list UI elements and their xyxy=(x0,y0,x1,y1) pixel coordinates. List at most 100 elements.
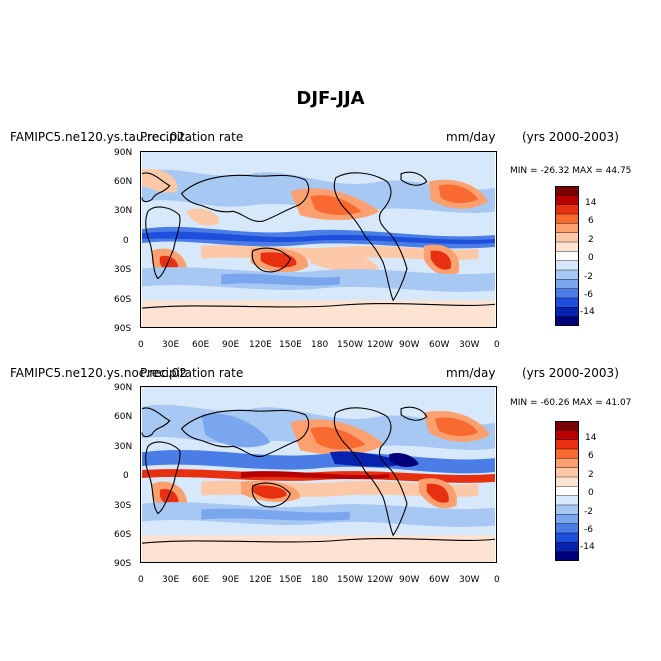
colorbar-swatch xyxy=(555,241,579,252)
lon-label: 120W xyxy=(367,575,394,585)
lon-label: 0 xyxy=(494,340,500,350)
lon-label: 60E xyxy=(192,340,210,350)
colorbar-label: 6 xyxy=(588,216,594,226)
colorbar-swatch xyxy=(555,458,579,469)
colorbar-swatch xyxy=(555,279,579,290)
colorbar-swatch xyxy=(555,486,579,497)
colorbar-swatch xyxy=(555,204,579,215)
colorbar-label: -6 xyxy=(584,525,593,535)
colorbar-swatch xyxy=(555,213,579,224)
lon-label: 30E xyxy=(162,340,180,350)
colorbar-label: -6 xyxy=(584,290,593,300)
colorbar-label: 6 xyxy=(588,451,594,461)
colorbar-label: -2 xyxy=(584,507,593,517)
lon-label: 120W xyxy=(367,340,394,350)
lat-label: 90S xyxy=(114,324,132,334)
lon-label: 90W xyxy=(399,340,420,350)
lon-label: 30W xyxy=(459,340,480,350)
colorbar-swatch xyxy=(555,430,579,441)
colorbar-label: 14 xyxy=(585,433,597,443)
lat-label: 30S xyxy=(114,265,132,275)
colorbar-swatches xyxy=(555,421,579,561)
colorbar-swatch xyxy=(555,297,579,308)
colorbar-swatch xyxy=(555,448,579,459)
colorbar xyxy=(555,421,579,561)
colorbar-swatch xyxy=(555,523,579,534)
units-label: mm/day xyxy=(446,366,496,380)
colorbar-swatch xyxy=(555,232,579,243)
lon-label: 90E xyxy=(222,340,240,350)
lon-label: 150E xyxy=(279,575,302,585)
colorbar-label: 14 xyxy=(585,198,597,208)
lon-label: 120E xyxy=(249,340,272,350)
plot-title: DJF-JJA xyxy=(296,88,365,109)
precip-difference-map xyxy=(140,386,497,563)
lat-label: 90N xyxy=(114,383,133,393)
lat-label: 90N xyxy=(114,148,133,158)
lon-label: 120E xyxy=(249,575,272,585)
lat-label: 90S xyxy=(114,559,132,569)
lon-label: 60E xyxy=(192,575,210,585)
colorbar-label: -14 xyxy=(580,542,595,552)
colorbar-swatch xyxy=(555,476,579,487)
lat-label: 60N xyxy=(114,177,133,187)
colorbar-swatch xyxy=(555,186,579,196)
colorbar-swatch xyxy=(555,514,579,525)
colorbar-swatch xyxy=(555,288,579,299)
colorbar-swatch xyxy=(555,307,579,318)
lon-label: 30W xyxy=(459,575,480,585)
colorbar xyxy=(555,186,579,326)
lat-label: 60S xyxy=(114,295,132,305)
colorbar-swatch xyxy=(555,316,579,326)
colorbar-swatch xyxy=(555,269,579,280)
colorbar-swatch xyxy=(555,532,579,543)
colorbar-swatch xyxy=(555,551,579,561)
colorbar-label: 2 xyxy=(588,235,594,245)
colorbar-swatches xyxy=(555,186,579,326)
colorbar-swatch xyxy=(555,504,579,515)
lon-label: 150W xyxy=(337,575,364,585)
min-max-label: MIN = -60.26 MAX = 41.07 xyxy=(510,398,632,408)
lon-label: 150W xyxy=(337,340,364,350)
lon-label: 150E xyxy=(279,340,302,350)
colorbar-swatch xyxy=(555,467,579,478)
colorbar-label: 0 xyxy=(588,253,594,263)
lat-label: 30N xyxy=(114,206,133,216)
colorbar-label: -14 xyxy=(580,307,595,317)
lon-label: 180 xyxy=(311,340,329,350)
lon-label: 0 xyxy=(138,340,144,350)
case-name-label: FAMIPC5.ne120.ys.noc.rec.02 xyxy=(10,366,187,380)
lat-label: 60S xyxy=(114,530,132,540)
lat-label: 60N xyxy=(114,412,133,422)
lon-label: 0 xyxy=(138,575,144,585)
lon-label: 60W xyxy=(429,340,450,350)
lon-label: 90W xyxy=(399,575,420,585)
units-label: mm/day xyxy=(446,130,496,144)
colorbar-label: 0 xyxy=(588,488,594,498)
years-label: (yrs 2000-2003) xyxy=(522,366,619,380)
variable-label: Precipitation rate xyxy=(140,130,244,144)
lat-label: 0 xyxy=(123,236,129,246)
colorbar-swatch xyxy=(555,251,579,262)
lat-label: 0 xyxy=(123,471,129,481)
lon-label: 180 xyxy=(311,575,329,585)
case-name-label: FAMIPC5.ne120.ys.tau.rec.02 xyxy=(10,130,186,144)
colorbar-swatch xyxy=(555,195,579,206)
colorbar-swatch xyxy=(555,260,579,271)
years-label: (yrs 2000-2003) xyxy=(522,130,619,144)
lon-label: 0 xyxy=(494,575,500,585)
lon-label: 30E xyxy=(162,575,180,585)
colorbar-swatch xyxy=(555,495,579,506)
colorbar-swatch xyxy=(555,439,579,450)
colorbar-label: 2 xyxy=(588,470,594,480)
lat-label: 30N xyxy=(114,442,133,452)
lat-label: 30S xyxy=(114,501,132,511)
min-max-label: MIN = -26.32 MAX = 44.75 xyxy=(510,166,632,176)
lon-label: 90E xyxy=(222,575,240,585)
colorbar-swatch xyxy=(555,542,579,553)
colorbar-swatch xyxy=(555,421,579,431)
lon-label: 60W xyxy=(429,575,450,585)
precip-difference-map xyxy=(140,151,497,328)
variable-label: Precipitation rate xyxy=(140,366,244,380)
colorbar-label: -2 xyxy=(584,272,593,282)
